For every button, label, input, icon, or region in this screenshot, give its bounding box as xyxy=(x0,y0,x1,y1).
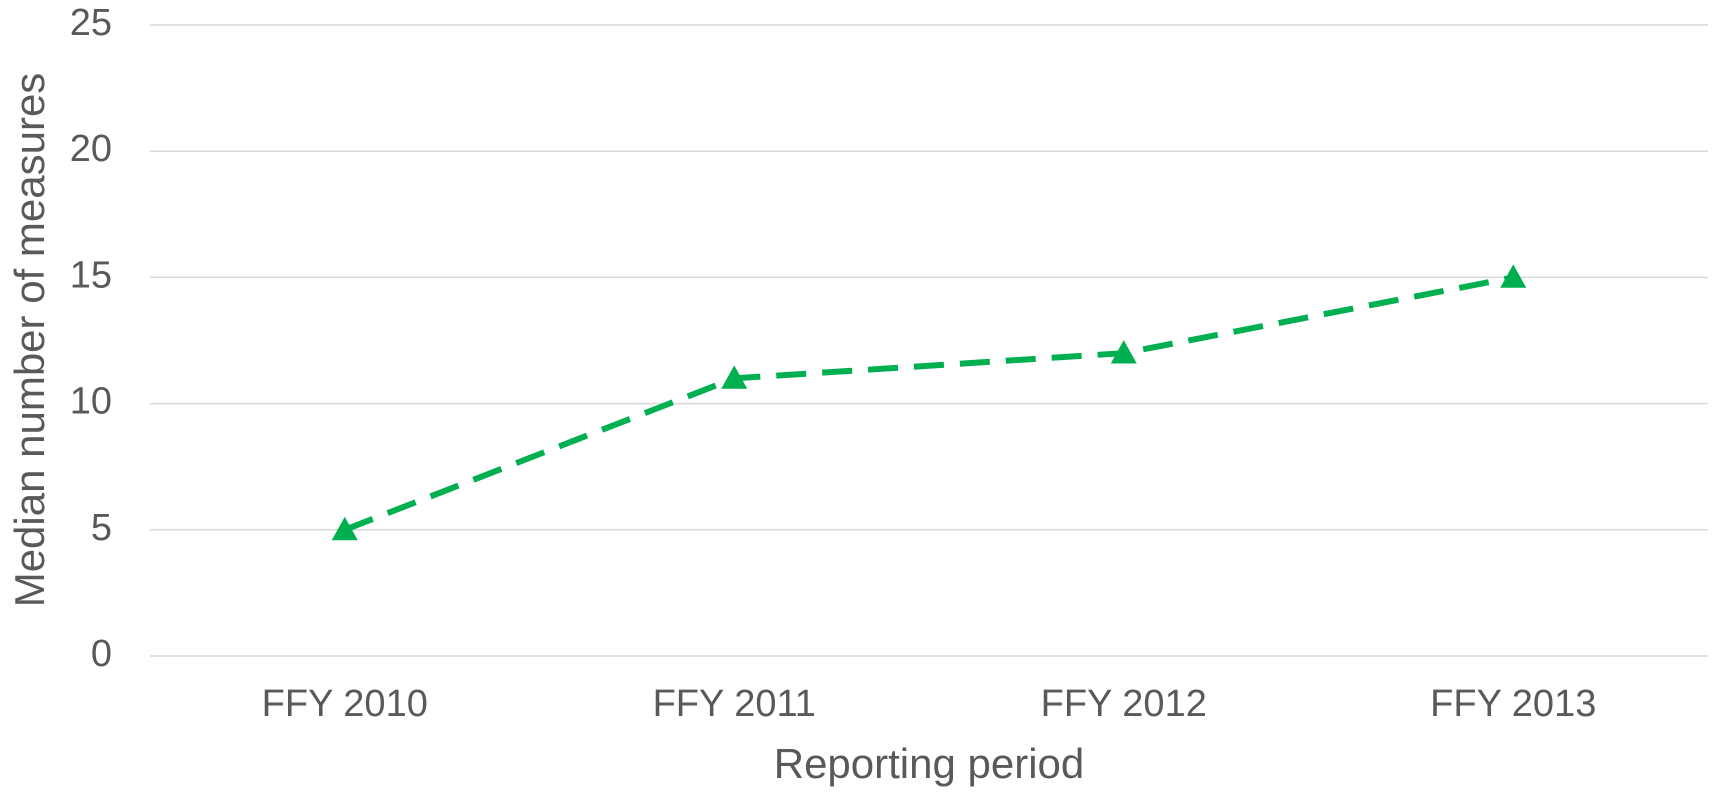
x-tick-label: FFY 2012 xyxy=(1041,683,1207,725)
x-tick-label: FFY 2013 xyxy=(1430,683,1596,725)
y-tick-label: 15 xyxy=(70,254,112,296)
x-axis-title: Reporting period xyxy=(774,740,1085,787)
x-tick-label: FFY 2010 xyxy=(262,683,428,725)
marker xyxy=(1500,264,1527,288)
y-tick-label: 5 xyxy=(91,507,112,549)
marker xyxy=(721,365,748,389)
y-tick-label: 20 xyxy=(70,128,112,170)
x-tick-label: FFY 2011 xyxy=(653,683,816,725)
line xyxy=(343,274,1514,533)
marker xyxy=(331,516,358,541)
y-axis-title: Median number of measures xyxy=(6,73,53,608)
y-tick-label: 25 xyxy=(70,2,112,44)
y-tick-label: 10 xyxy=(70,381,112,423)
marker xyxy=(1110,340,1137,364)
y-tick-label: 0 xyxy=(91,633,112,675)
